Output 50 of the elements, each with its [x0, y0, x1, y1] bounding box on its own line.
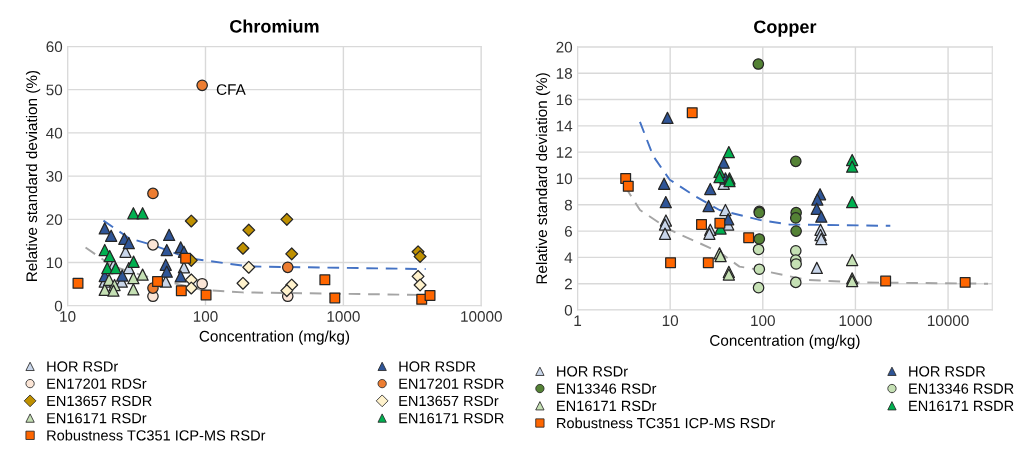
- chart-title: Chromium: [230, 19, 319, 33]
- y-tick-label: 40: [46, 127, 63, 139]
- y-tick-label: 30: [46, 170, 63, 182]
- y-tick-label: 20: [556, 41, 573, 53]
- x-tick-label: 1: [574, 315, 582, 326]
- y-tick-label: 60: [46, 41, 63, 53]
- y-tick-label: 0: [54, 300, 63, 312]
- legend-label: EN13346 RSDR: [909, 383, 1014, 394]
- legend-label: EN13346 RSDr: [557, 383, 657, 394]
- legend-label: HOR RSDr: [47, 361, 118, 372]
- x-axis-title: Concentration (mg/kg): [199, 330, 350, 345]
- y-tick-label: 16: [556, 94, 572, 106]
- x-tick-label: 100: [751, 315, 775, 327]
- legend-label: EN16171 RSDR: [399, 413, 504, 424]
- x-axis-title: Concentration (mg/kg): [710, 334, 860, 349]
- legend-label: HOR RSDR: [909, 366, 986, 377]
- y-tick-label: 4: [564, 252, 573, 263]
- chart-title: Copper: [754, 20, 817, 37]
- legend-label: EN17201 RSDR: [399, 378, 504, 389]
- legend-label: EN16171 RSDR: [909, 400, 1014, 412]
- y-tick-label: 0: [564, 304, 573, 316]
- y-tick-label: 12: [556, 147, 572, 158]
- legend-label: HOR RSDr: [557, 366, 628, 377]
- legend-label: EN13657 RSDr: [399, 395, 499, 407]
- y-tick-label: 20: [46, 214, 63, 226]
- x-tick-label: 1000: [327, 311, 360, 322]
- x-tick-label: 10: [662, 315, 679, 327]
- y-tick-label: 8: [564, 199, 573, 211]
- legend-label: EN13657 RSDR: [47, 395, 152, 407]
- x-tick-label: 10: [60, 311, 76, 322]
- legend-label: EN16171 RSDr: [47, 413, 147, 424]
- legend-label: EN16171 RSDr: [557, 400, 657, 412]
- y-axis-title: Relative standard deviation (%): [25, 70, 41, 281]
- x-tick-label: 100: [193, 311, 218, 322]
- legend-label: Robustness TC351 ICP-MS RSDr: [47, 429, 266, 441]
- y-axis-title: Relative standard deviation (%): [535, 73, 551, 284]
- x-tick-label: 10000: [461, 311, 502, 322]
- y-tick-label: 10: [46, 257, 63, 269]
- annotation: CFA: [216, 84, 246, 95]
- legend-label: Robustness TC351 ICP-MS RSDr: [557, 417, 776, 429]
- y-tick-label: 14: [556, 120, 573, 132]
- y-tick-label: 50: [46, 84, 63, 96]
- legend-label: EN17201 RDSr: [47, 378, 147, 389]
- y-tick-label: 10: [556, 173, 573, 185]
- y-tick-label: 18: [556, 68, 573, 79]
- legend-label: HOR RSDR: [399, 361, 476, 372]
- x-tick-label: 1000: [839, 315, 872, 327]
- y-tick-label: 2: [564, 278, 572, 290]
- x-tick-label: 10000: [927, 315, 969, 327]
- y-tick-label: 6: [564, 225, 572, 237]
